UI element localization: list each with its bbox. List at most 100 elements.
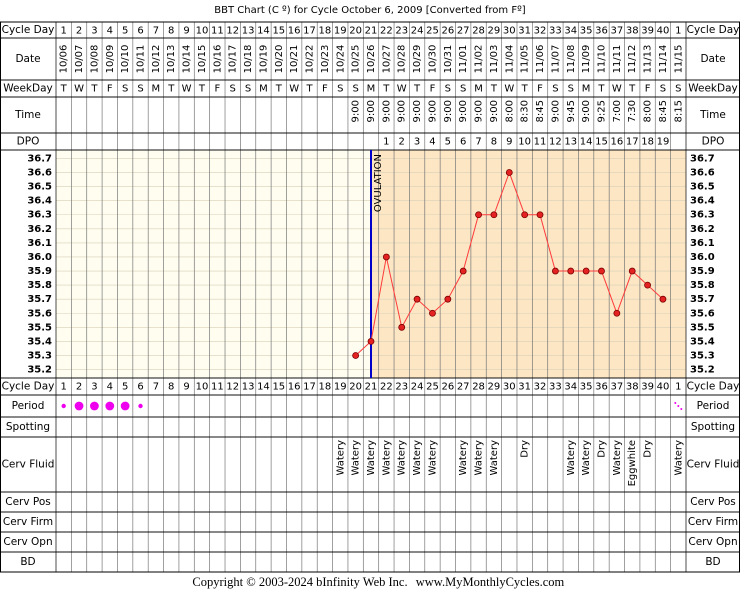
- cycle-day: 11: [211, 26, 224, 37]
- weekday: S: [122, 84, 128, 95]
- cycle-day: 32: [534, 26, 547, 37]
- weekday: S: [230, 84, 236, 95]
- cycle-day: 36: [595, 382, 608, 393]
- date: 10/13: [166, 45, 177, 74]
- date: 10/14: [182, 45, 193, 74]
- cycle-day: 3: [91, 26, 97, 37]
- cycle-day: 23: [395, 26, 408, 37]
- weekday: W: [289, 84, 299, 95]
- y-tick-label: 35.8: [27, 280, 52, 291]
- row-label: BD: [20, 556, 35, 568]
- date: 11/07: [550, 45, 561, 74]
- date: 11/13: [643, 45, 654, 74]
- cycle-day: 22: [380, 382, 393, 393]
- date: 11/08: [566, 45, 577, 74]
- y-tick-label: 35.2: [27, 365, 52, 376]
- dpo: 15: [595, 137, 608, 148]
- cycle-day: 24: [411, 382, 424, 393]
- cerv-fluid: Watery: [458, 440, 469, 476]
- date: 10/24: [335, 45, 346, 74]
- temperature-point: [644, 281, 651, 289]
- row-label: Period: [697, 400, 730, 412]
- cycle-day: 25: [426, 26, 439, 37]
- dpo: 19: [657, 137, 670, 148]
- date: 11/03: [489, 45, 500, 74]
- post-ovulation-area: [371, 150, 686, 378]
- dpo: 5: [445, 137, 451, 148]
- dpo: 16: [610, 137, 623, 148]
- time: 9:45: [566, 100, 577, 122]
- cycle-day: 20: [349, 382, 362, 393]
- cycle-day: 1: [675, 26, 681, 37]
- time: 8:00: [643, 100, 654, 122]
- weekday: W: [504, 84, 514, 95]
- cycle-day: 23: [395, 382, 408, 393]
- cycle-day: 40: [657, 382, 670, 393]
- cycle-day: 10: [196, 26, 209, 37]
- weekday: T: [60, 84, 68, 95]
- y-tick-label: 35.5: [27, 322, 52, 333]
- y-tick-label: 36.2: [27, 224, 52, 235]
- row-label: Cerv Opn: [3, 536, 52, 548]
- date: 10/19: [258, 45, 269, 74]
- y-tick-label: 36.2: [690, 224, 715, 235]
- cycle-day: 1: [675, 382, 681, 393]
- row-label: Spotting: [691, 421, 735, 433]
- cycle-day: 18: [319, 382, 332, 393]
- weekday: F: [214, 84, 220, 95]
- row-label: WeekDay: [688, 83, 738, 95]
- weekday: S: [460, 84, 466, 95]
- y-tick-label: 35.6: [690, 308, 715, 319]
- row-label: Date: [700, 53, 725, 65]
- cerv-fluid: Watery: [351, 440, 362, 476]
- time: 9:00: [458, 100, 469, 122]
- weekday: S: [568, 84, 574, 95]
- weekday: W: [182, 84, 192, 95]
- cycle-day: 13: [242, 26, 255, 37]
- temperature-point: [521, 211, 529, 219]
- cerv-fluid: Watery: [489, 440, 500, 476]
- cycle-day: 35: [580, 382, 593, 393]
- weekday: S: [352, 84, 358, 95]
- temperature-point: [490, 211, 498, 219]
- cycle-day: 2: [76, 382, 82, 393]
- weekday: S: [660, 84, 666, 95]
- temperature-point: [567, 267, 575, 275]
- temperature-point: [613, 309, 621, 317]
- y-tick-label: 35.3: [27, 350, 52, 361]
- row-label: Cerv Fluid: [2, 459, 55, 471]
- dpo: 4: [429, 137, 435, 148]
- cerv-fluid: Eggwhite: [627, 440, 638, 486]
- row-label: Cerv Pos: [690, 496, 736, 508]
- date: 10/29: [412, 45, 423, 74]
- cycle-day: 28: [472, 26, 485, 37]
- dpo: 1: [383, 137, 389, 148]
- cycle-day: 15: [272, 26, 285, 37]
- time: 9:00: [443, 100, 454, 122]
- weekday: T: [413, 84, 421, 95]
- date: 10/20: [274, 45, 285, 74]
- cycle-day: 26: [441, 382, 454, 393]
- cerv-fluid: Watery: [381, 440, 392, 476]
- time: 9:00: [351, 100, 362, 122]
- date: 10/10: [120, 45, 131, 74]
- dpo: 17: [626, 137, 639, 148]
- cycle-day: 37: [610, 382, 623, 393]
- cycle-day: 16: [288, 26, 301, 37]
- period-marker: [61, 403, 66, 409]
- period-marker: [90, 401, 99, 411]
- time: 8:00: [504, 100, 515, 122]
- cycle-day: 2: [76, 26, 82, 37]
- time: 9:00: [381, 100, 392, 122]
- weekday: T: [305, 84, 313, 95]
- weekday: S: [337, 84, 343, 95]
- cerv-fluid: Watery: [335, 440, 346, 476]
- cycle-day: 8: [168, 26, 174, 37]
- dpo: 2: [399, 137, 405, 148]
- cycle-day: 19: [334, 26, 347, 37]
- dpo: 3: [414, 137, 420, 148]
- cycle-day: 7: [153, 26, 159, 37]
- date: 10/22: [305, 45, 316, 74]
- date: 10/11: [136, 45, 147, 74]
- time: 8:45: [658, 100, 669, 122]
